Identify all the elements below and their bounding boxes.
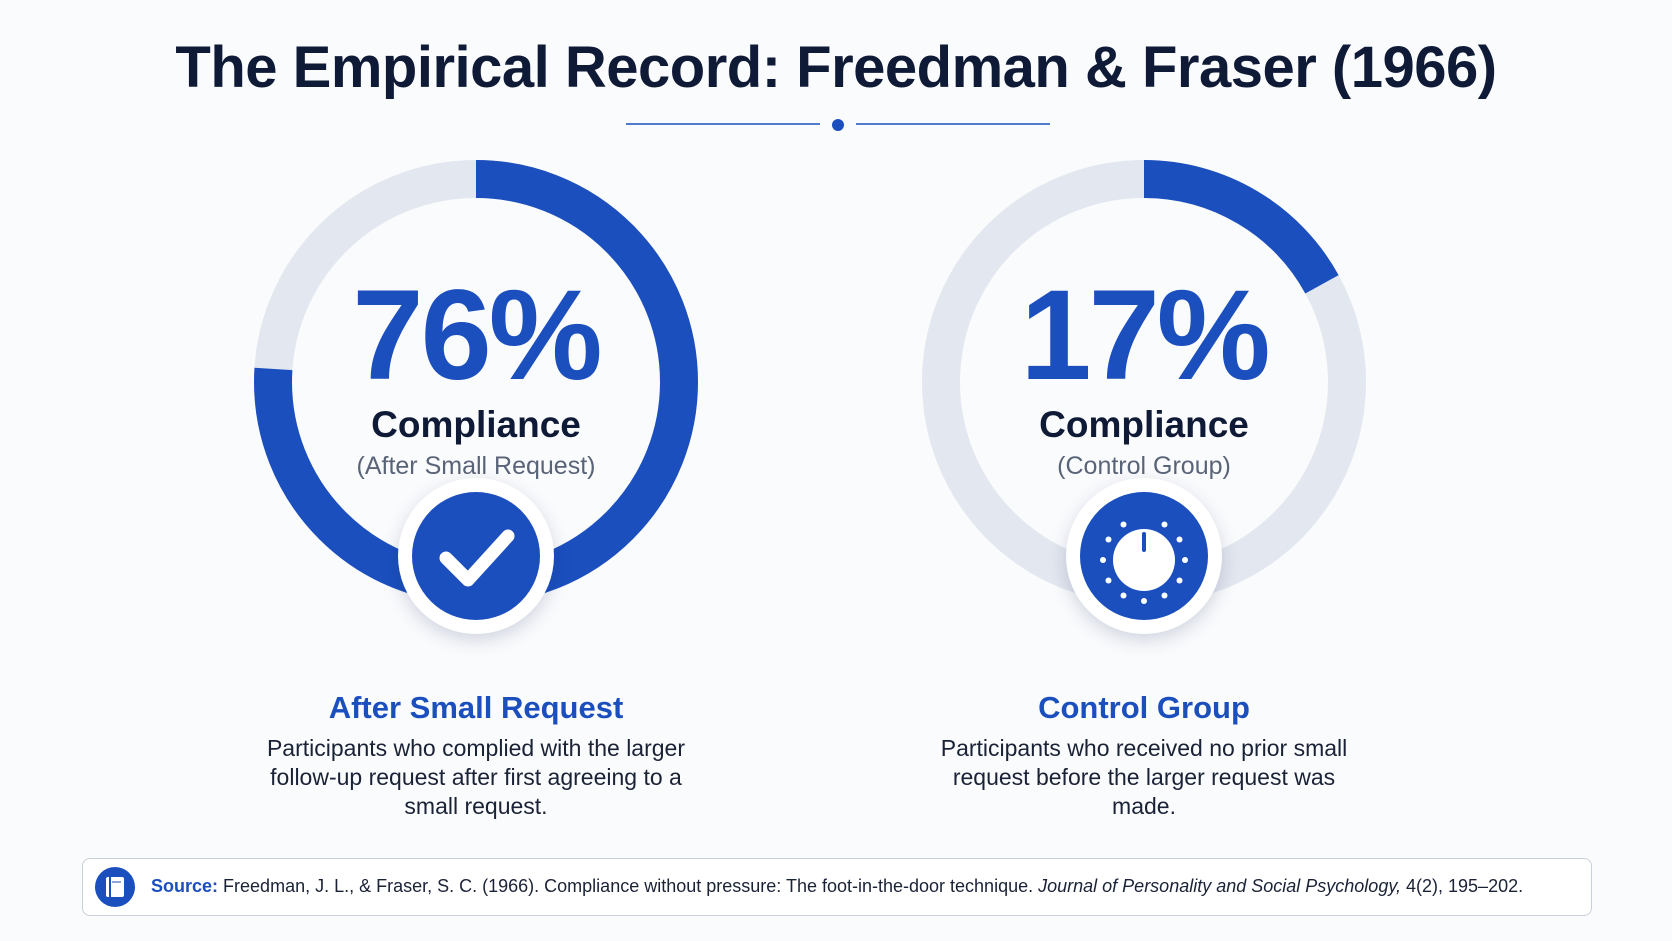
gauge-heading: After Small Request	[328, 690, 624, 725]
source-journal: Journal of Personality and Social Psycho…	[1038, 876, 1401, 896]
gauge-after-small-request: 76% Compliance (After Small Request) Aft…	[196, 150, 756, 819]
gauge-sublabel: (After Small Request)	[356, 452, 596, 480]
gauge-label: Compliance	[371, 404, 581, 445]
dial-tick	[1105, 536, 1112, 543]
dial-tick	[1120, 592, 1127, 599]
book-icon	[95, 867, 135, 907]
dial-tick	[1161, 521, 1168, 528]
page-title: The Empirical Record: Freedman & Fraser …	[175, 35, 1497, 100]
dial-tick	[1120, 521, 1127, 528]
dial-icon	[1100, 521, 1188, 604]
source-citation: Source: Freedman, J. L., & Fraser, S. C.…	[82, 858, 1592, 916]
gauge-label: Compliance	[1039, 404, 1249, 445]
source-citation-tail: 4(2), 195–202.	[1406, 876, 1524, 896]
gauge-value-label: 76%	[352, 264, 602, 407]
gauge-description: Participants who complied with the large…	[266, 735, 686, 819]
gauge-heading: Control Group	[1038, 690, 1250, 725]
dial-tick	[1105, 577, 1112, 584]
dial-tick	[1141, 598, 1147, 604]
gauge-control-group: 17% Compliance (Control Group) Control G…	[864, 150, 1424, 819]
dial-tick	[1161, 592, 1168, 599]
dial-badge	[1066, 478, 1222, 634]
title-divider	[626, 119, 1050, 131]
gauge-description: Participants who received no prior small…	[940, 735, 1348, 819]
dial-tick	[1176, 577, 1183, 584]
gauge-value-arc	[922, 160, 1366, 604]
source-label: Source:	[151, 876, 219, 896]
check-badge	[398, 478, 554, 634]
dial-tick	[1176, 536, 1183, 543]
dial-tick	[1100, 557, 1106, 563]
source-text: Source: Freedman, J. L., & Fraser, S. C.…	[151, 876, 1523, 897]
dial-tick	[1182, 557, 1188, 563]
gauge-value-label: 17%	[1020, 264, 1270, 407]
source-reference: Freedman, J. L., & Fraser, S. C. (1966).…	[223, 876, 1034, 896]
check-icon	[439, 529, 515, 587]
gauge-sublabel: (Control Group)	[1057, 452, 1231, 480]
